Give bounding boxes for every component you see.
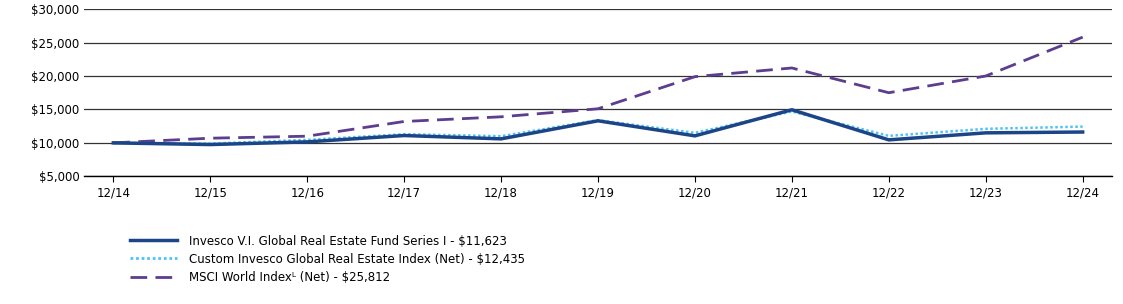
Legend: Invesco V.I. Global Real Estate Fund Series I - $11,623, Custom Invesco Global R: Invesco V.I. Global Real Estate Fund Ser… xyxy=(126,230,530,289)
